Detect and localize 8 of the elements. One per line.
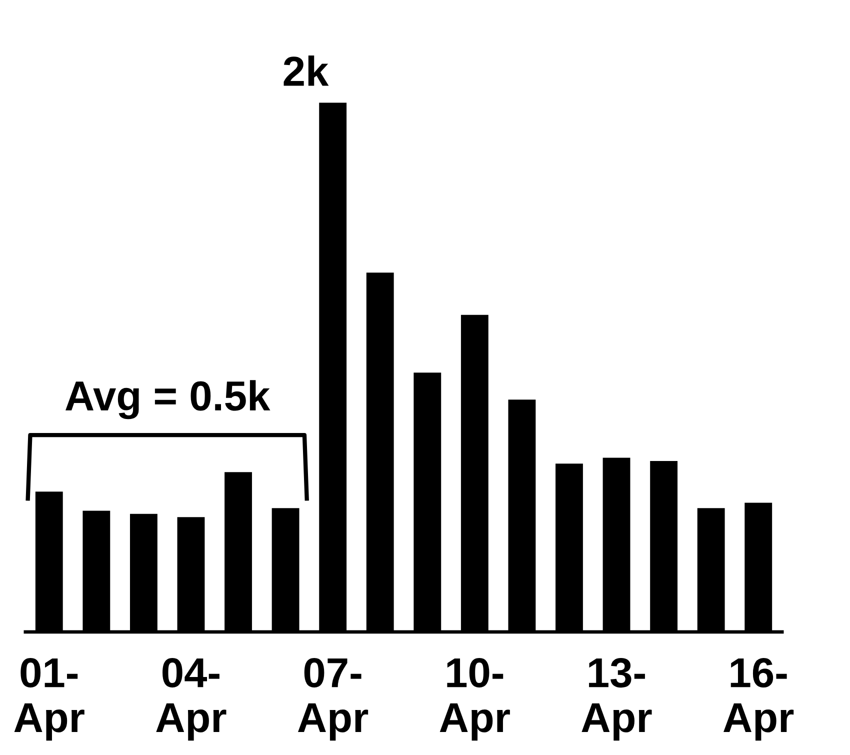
x-tick-label: 04- Apr bbox=[156, 658, 226, 741]
annotation: Avg = 0.5k bbox=[66, 380, 270, 420]
x-tick-label: 01- Apr bbox=[14, 658, 84, 741]
annotation: 2k bbox=[284, 56, 329, 86]
x-tick-label: 13- Apr bbox=[582, 658, 652, 741]
x-tick-label: 10- Apr bbox=[440, 658, 510, 741]
x-tick-label: 16- Apr bbox=[724, 658, 794, 741]
x-tick-label: 07- Apr bbox=[298, 658, 368, 741]
